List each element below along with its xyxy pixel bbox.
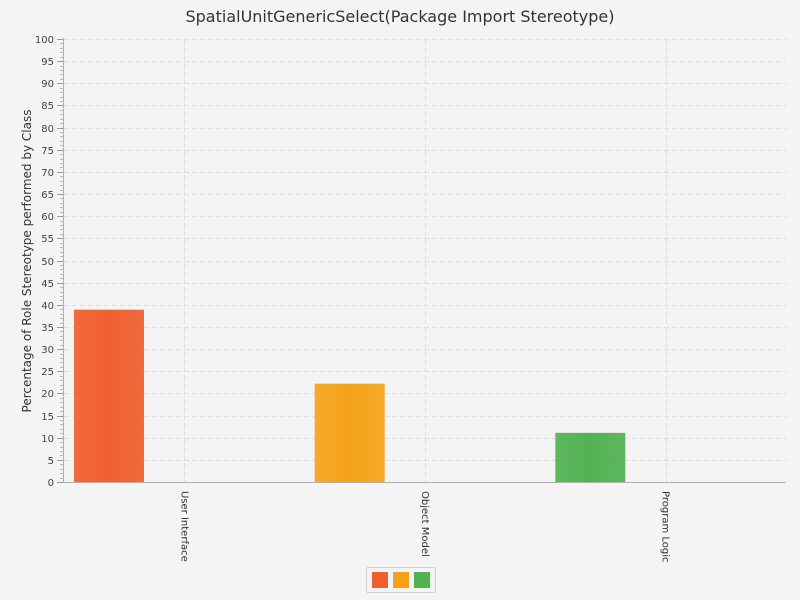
bars [74,309,626,482]
y-tick-label: 75 [41,146,54,157]
y-tick-label: 60 [41,212,54,223]
y-tick-label: 40 [41,301,54,312]
y-tick-label: 80 [41,124,54,135]
legend-swatch [393,572,409,588]
y-tick-label: 70 [41,168,54,179]
y-tick-label: 25 [41,367,54,378]
bar-user-interface [74,309,144,482]
y-tick-label: 0 [48,478,54,489]
bar-program-logic [555,432,626,482]
x-axis-labels: User Interface Object Model Program Logic [178,491,670,563]
y-tick-label: 90 [41,79,54,90]
y-tick-label: 85 [41,101,54,112]
x-tick-label: User Interface [178,491,189,562]
y-tick-label: 45 [41,279,54,290]
bar-object-model [314,383,385,482]
x-tick-label: Object Model [419,491,430,557]
y-tick-label: 20 [41,389,54,400]
y-tick-label: 30 [41,345,54,356]
chart-title: SpatialUnitGenericSelect(Package Import … [185,7,615,26]
legend [366,567,436,593]
x-tick-label: Program Logic [660,491,671,563]
y-tick-label: 55 [41,234,54,245]
y-tick-label: 65 [41,190,54,201]
y-tick-label: 95 [41,57,54,68]
y-tick-label: 100 [35,35,54,46]
legend-swatch [414,572,430,588]
y-tick-label: 10 [41,434,54,445]
y-axis-ticks: 0 5 10 15 20 25 30 35 40 45 50 55 60 65 70 75 80 85 90 95 10… [35,35,63,489]
y-tick-label: 50 [41,257,54,268]
legend-swatch [372,572,388,588]
y-tick-label: 15 [41,412,54,423]
y-tick-label: 35 [41,323,54,334]
gridlines [64,39,786,482]
y-tick-label: 5 [48,456,54,467]
